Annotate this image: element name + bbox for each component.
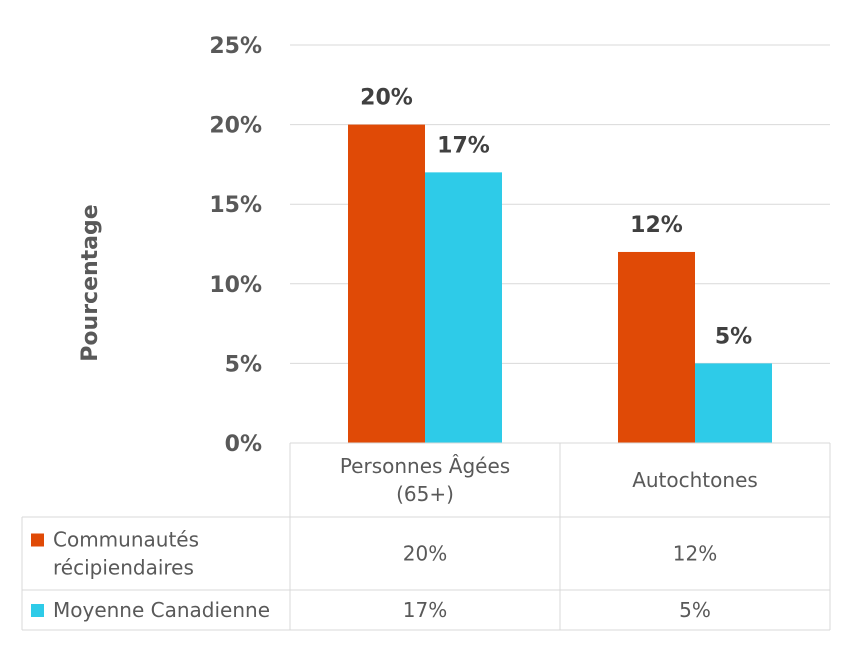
y-axis-label: Pourcentage bbox=[78, 204, 103, 361]
table-cell-value: 5% bbox=[679, 598, 711, 622]
bar bbox=[348, 124, 425, 443]
table-cell-value: 17% bbox=[403, 598, 447, 622]
bar bbox=[425, 172, 502, 444]
x-tick-label: Autochtones bbox=[632, 468, 758, 492]
legend-swatch bbox=[31, 533, 44, 547]
table-cell-value: 12% bbox=[673, 542, 717, 566]
bar bbox=[695, 363, 772, 443]
legend-swatch bbox=[31, 604, 44, 617]
table-cell-value: 20% bbox=[403, 542, 447, 566]
bar bbox=[618, 251, 695, 443]
data-label: 5% bbox=[715, 324, 752, 349]
x-tick-label: (65+) bbox=[396, 482, 454, 506]
y-tick-label: 25% bbox=[209, 34, 262, 59]
data-label: 12% bbox=[630, 213, 683, 238]
x-tick-label: Personnes Âgées bbox=[340, 454, 510, 478]
y-tick-label: 10% bbox=[209, 273, 262, 298]
legend-label: récipiendaires bbox=[53, 556, 194, 580]
y-tick-label: 0% bbox=[225, 432, 262, 457]
y-tick-label: 5% bbox=[225, 352, 262, 377]
y-tick-label: 15% bbox=[209, 193, 262, 218]
y-tick-label: 20% bbox=[209, 114, 262, 139]
data-label: 20% bbox=[360, 86, 413, 111]
legend-label: Communautés bbox=[53, 528, 199, 552]
legend-label: Moyenne Canadienne bbox=[53, 598, 270, 622]
data-label: 17% bbox=[437, 133, 490, 158]
